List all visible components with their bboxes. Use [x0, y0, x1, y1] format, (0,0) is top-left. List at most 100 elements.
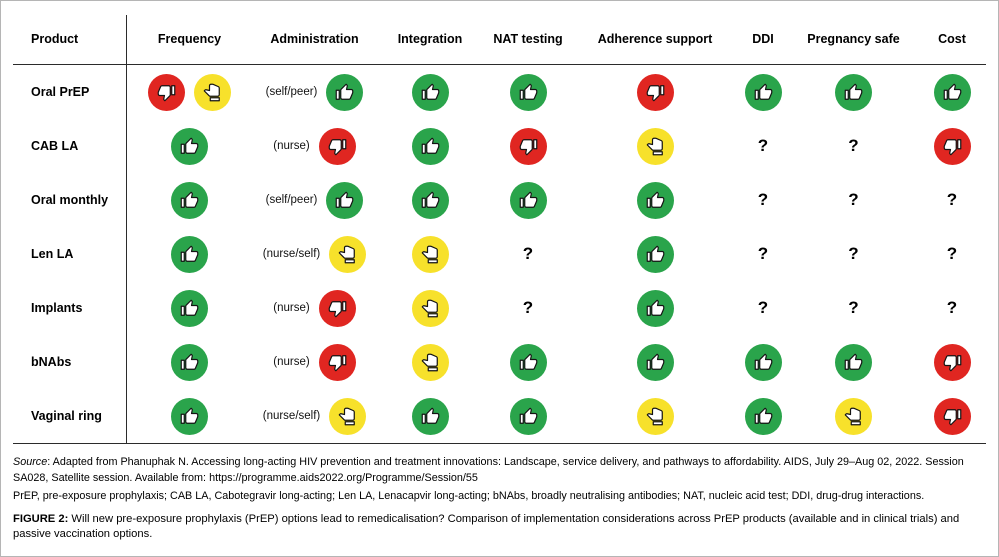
cell-nat-testing	[483, 65, 573, 119]
cell-cost	[918, 389, 986, 443]
thumbs-down-icon	[933, 397, 971, 435]
figure-caption-text: Will new pre-exposure prophylaxis (PrEP)…	[13, 512, 960, 541]
cell-frequency	[127, 335, 252, 389]
thumbs-up-icon	[744, 343, 782, 381]
cell-administration: (nurse)	[252, 335, 377, 389]
cell-pregnancy-safe	[789, 389, 918, 443]
cell-pregnancy-safe	[789, 65, 918, 119]
cell-nat-testing	[483, 173, 573, 227]
product-name: Implants	[13, 281, 127, 335]
cell-pregnancy-safe: ?	[789, 119, 918, 173]
question-mark: ?	[757, 190, 769, 209]
administration-label: (nurse)	[273, 140, 310, 152]
question-mark: ?	[848, 298, 859, 317]
figure-footer: Source: Adapted from Phanuphak N. Access…	[13, 454, 986, 543]
thumbs-sideways-icon	[411, 343, 449, 381]
cell-ddi: ?	[737, 281, 789, 335]
question-mark: ?	[848, 136, 859, 155]
question-mark: ?	[848, 190, 859, 209]
thumbs-sideways-icon	[329, 235, 367, 273]
cell-adherence-support	[573, 281, 737, 335]
cell-integration	[377, 173, 483, 227]
source-url[interactable]: https://programme.aids2022.org/Programme…	[209, 472, 478, 485]
cell-cost	[918, 119, 986, 173]
cell-nat-testing: ?	[483, 227, 573, 281]
cell-frequency	[127, 389, 252, 443]
thumbs-up-icon	[509, 181, 547, 219]
thumbs-up-icon	[171, 289, 208, 327]
product-name: Oral monthly	[13, 173, 127, 227]
administration-label: (self/peer)	[265, 86, 318, 98]
cell-cost	[918, 335, 986, 389]
thumbs-down-icon	[148, 73, 185, 111]
question-mark: ?	[848, 244, 859, 263]
figure-label: FIGURE 2:	[13, 512, 69, 525]
cell-pregnancy-safe: ?	[789, 281, 918, 335]
cell-nat-testing	[483, 119, 573, 173]
column-header-frequency: Frequency	[127, 15, 252, 65]
cell-nat-testing	[483, 335, 573, 389]
cell-frequency	[127, 119, 252, 173]
cell-nat-testing	[483, 389, 573, 443]
product-name: CAB LA	[13, 119, 127, 173]
thumbs-up-icon	[171, 343, 208, 381]
thumbs-up-icon	[326, 181, 364, 219]
cell-administration: (nurse)	[252, 281, 377, 335]
comparison-table: Product Frequency Administration Integratio…	[13, 15, 986, 444]
thumbs-sideways-icon	[636, 127, 674, 165]
administration-label: (nurse)	[273, 302, 310, 314]
administration-label: (self/peer)	[265, 194, 318, 206]
thumbs-sideways-icon	[329, 397, 367, 435]
thumbs-down-icon	[318, 289, 356, 327]
cell-administration: (nurse/self)	[252, 389, 377, 443]
cell-pregnancy-safe: ?	[789, 227, 918, 281]
cell-frequency	[127, 65, 252, 119]
cell-adherence-support	[573, 65, 737, 119]
source-text: : Adapted from Phanuphak N. Accessing lo…	[13, 456, 964, 485]
product-name: Oral PrEP	[13, 65, 127, 119]
thumbs-down-icon	[636, 73, 674, 111]
abbreviations-note: PrEP, pre-exposure prophylaxis; CAB LA, …	[13, 490, 925, 503]
administration-label: (nurse/self)	[262, 248, 321, 260]
cell-ddi: ?	[737, 173, 789, 227]
column-header-nat-testing: NAT testing	[483, 15, 573, 65]
thumbs-up-icon	[636, 235, 674, 273]
cell-integration	[377, 65, 483, 119]
thumbs-sideways-icon	[411, 289, 449, 327]
question-mark: ?	[522, 298, 534, 317]
cell-ddi	[737, 389, 789, 443]
product-name: Vaginal ring	[13, 389, 127, 443]
thumbs-up-icon	[744, 73, 782, 111]
cell-cost: ?	[918, 173, 986, 227]
thumbs-down-icon	[933, 343, 971, 381]
column-header-product: Product	[13, 15, 127, 65]
thumbs-up-icon	[744, 397, 782, 435]
thumbs-down-icon	[318, 127, 356, 165]
cell-ddi: ?	[737, 227, 789, 281]
question-mark: ?	[757, 244, 769, 263]
cell-administration: (self/peer)	[252, 173, 377, 227]
cell-frequency	[127, 227, 252, 281]
thumbs-up-icon	[933, 73, 971, 111]
question-mark: ?	[946, 244, 958, 263]
thumbs-sideways-icon	[636, 397, 674, 435]
cell-pregnancy-safe: ?	[789, 173, 918, 227]
column-header-cost: Cost	[918, 15, 986, 65]
thumbs-down-icon	[509, 127, 547, 165]
cell-administration: (nurse)	[252, 119, 377, 173]
column-header-ddi: DDI	[737, 15, 789, 65]
thumbs-down-icon	[318, 343, 356, 381]
cell-adherence-support	[573, 173, 737, 227]
column-header-pregnancy-safe: Pregnancy safe	[789, 15, 918, 65]
cell-nat-testing: ?	[483, 281, 573, 335]
cell-pregnancy-safe	[789, 335, 918, 389]
thumbs-sideways-icon	[194, 73, 231, 111]
thumbs-up-icon	[509, 73, 547, 111]
cell-ddi	[737, 65, 789, 119]
cell-integration	[377, 335, 483, 389]
figure-caption: FIGURE 2: Will new pre-exposure prophyla…	[13, 512, 986, 543]
thumbs-up-icon	[636, 343, 674, 381]
question-mark: ?	[757, 136, 769, 155]
cell-integration	[377, 227, 483, 281]
